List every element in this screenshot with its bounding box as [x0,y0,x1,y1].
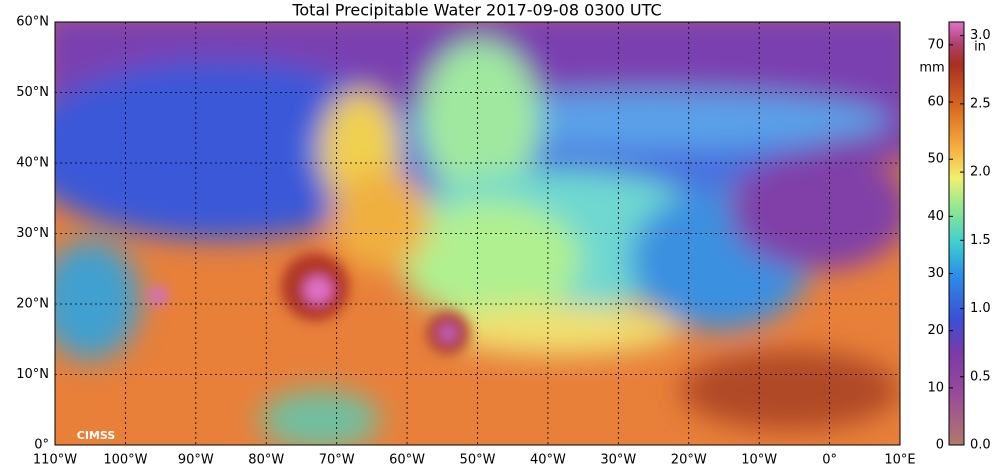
in-tick-label: 3.0 [970,28,991,43]
in-tick-label: 2.0 [970,165,991,180]
in-unit: in [974,40,986,55]
in-tick-label: 2.5 [970,96,991,111]
in-tick-label: 0.0 [970,438,991,453]
lon-label: 70°W [319,453,355,468]
mm-tick-label: 40 [927,209,944,224]
title: Total Precipitable Water 2017-09-08 0300… [291,1,661,20]
lat-label: 30°N [16,226,49,241]
tpw-imagery [55,22,900,445]
mm-tick-label: 0 [936,438,944,453]
in-tick-label: 1.5 [970,233,991,248]
lon-label: 30°W [600,453,636,468]
mm-tick-label: 10 [927,380,944,395]
logo: CIMSS [77,429,116,442]
lon-label: 0° [822,453,837,468]
mm-tick-label: 50 [927,152,944,167]
lon-label: 110°W [33,453,77,468]
lat-label: 40°N [16,156,49,171]
lon-label: 100°W [103,453,147,468]
lat-label: 10°N [16,367,49,382]
lon-label: 10°E [884,453,915,468]
lon-label: 10°W [741,453,777,468]
in-tick-label: 0.5 [970,369,991,384]
lon-label: 60°W [389,453,425,468]
lon-label: 40°W [530,453,566,468]
in-tick-label: 1.0 [970,301,991,316]
lon-label: 20°W [671,453,707,468]
lon-label: 90°W [178,453,214,468]
lat-label: 60°N [16,15,49,30]
colorbar [948,21,965,446]
mm-tick-label: 70 [927,37,944,52]
lat-label: 0° [34,438,49,453]
mm-tick-label: 60 [927,95,944,110]
lon-label: 80°W [248,453,284,468]
lon-label: 50°W [460,453,496,468]
mm-tick-label: 30 [927,266,944,281]
mm-unit: mm [919,61,944,76]
mm-tick-label: 20 [927,323,944,338]
lat-label: 50°N [16,85,49,100]
map-frame [54,21,901,446]
lat-label: 20°N [16,297,49,312]
